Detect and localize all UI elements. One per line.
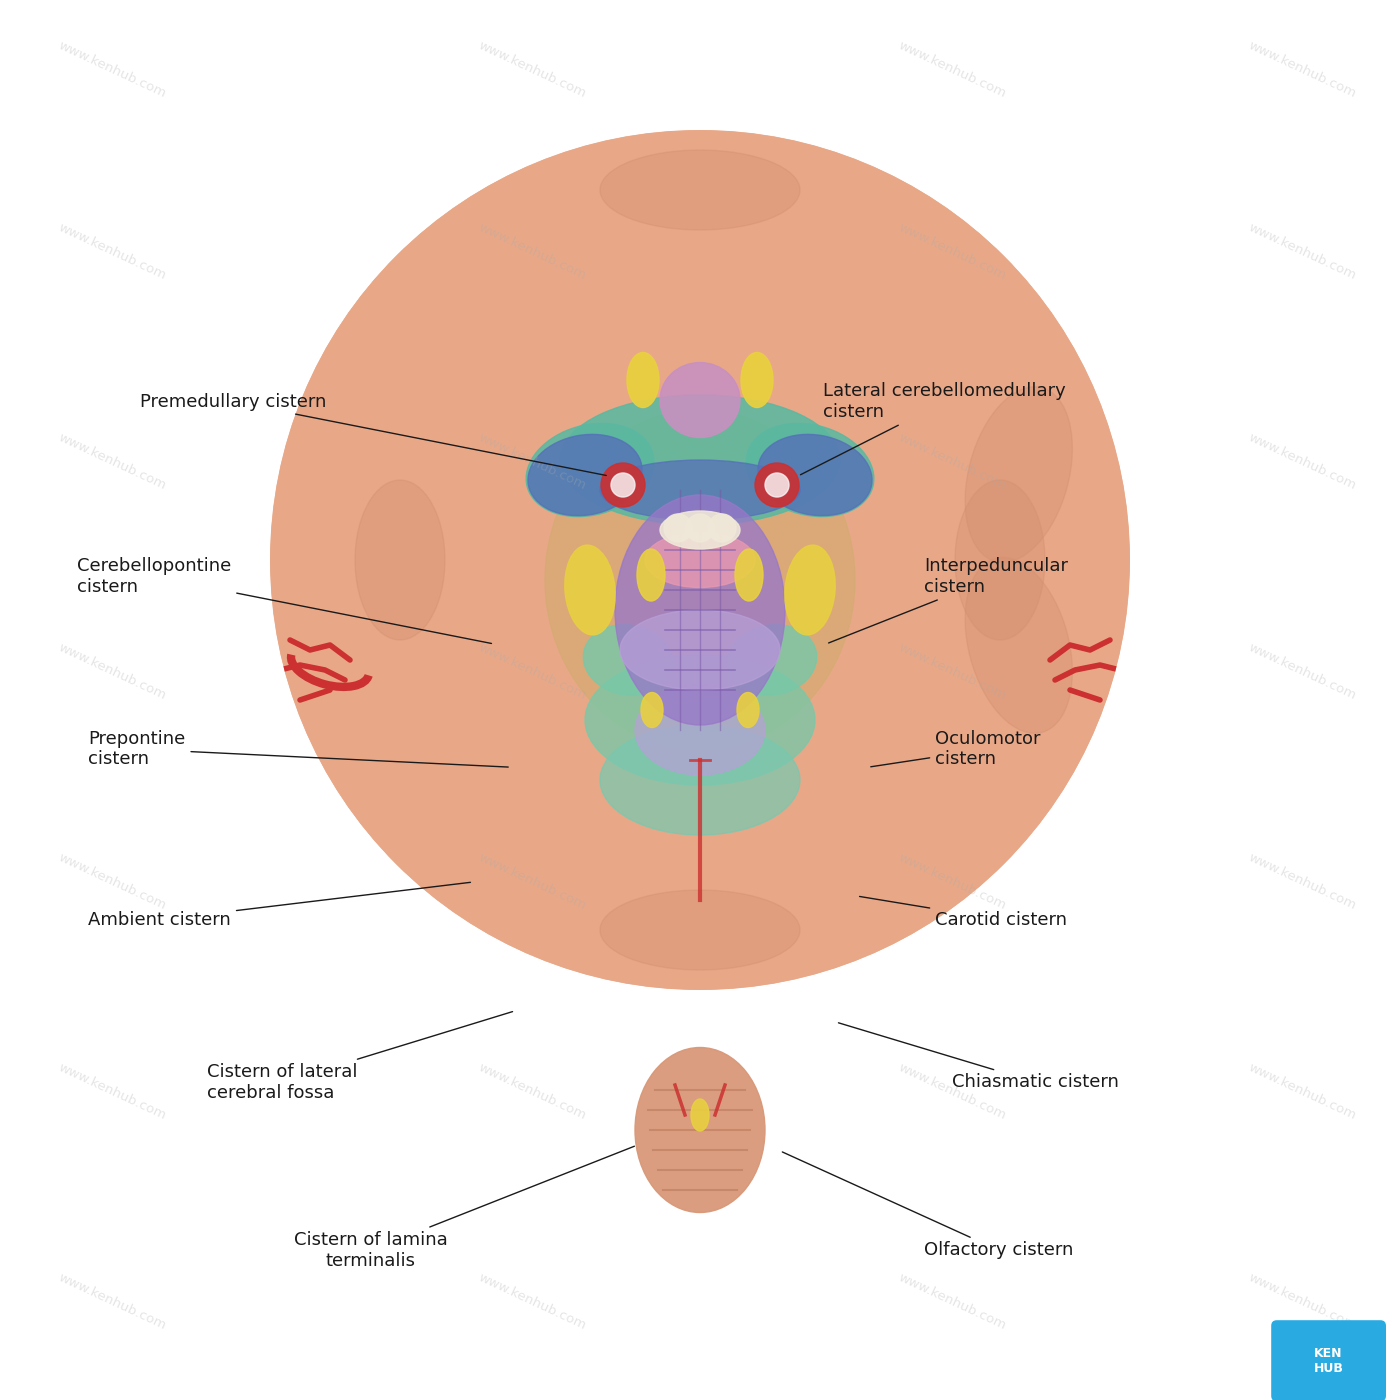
Ellipse shape xyxy=(620,610,780,690)
Ellipse shape xyxy=(736,693,759,728)
Circle shape xyxy=(708,514,736,542)
Ellipse shape xyxy=(528,434,643,515)
Text: www.kenhub.com: www.kenhub.com xyxy=(1246,39,1358,101)
Text: www.kenhub.com: www.kenhub.com xyxy=(896,221,1008,283)
Text: www.kenhub.com: www.kenhub.com xyxy=(56,39,168,101)
Ellipse shape xyxy=(637,549,665,601)
Text: Cistern of lateral
cerebral fossa: Cistern of lateral cerebral fossa xyxy=(207,1012,512,1102)
Ellipse shape xyxy=(955,480,1044,640)
Text: www.kenhub.com: www.kenhub.com xyxy=(56,1271,168,1333)
Ellipse shape xyxy=(601,890,799,970)
Text: www.kenhub.com: www.kenhub.com xyxy=(1246,221,1358,283)
Text: Ambient cistern: Ambient cistern xyxy=(88,882,470,928)
Text: www.kenhub.com: www.kenhub.com xyxy=(896,39,1008,101)
Ellipse shape xyxy=(659,363,741,437)
Ellipse shape xyxy=(564,545,615,634)
Text: Lateral cerebellomedullary
cistern: Lateral cerebellomedullary cistern xyxy=(801,382,1065,475)
Text: www.kenhub.com: www.kenhub.com xyxy=(56,221,168,283)
Ellipse shape xyxy=(356,480,445,640)
Text: www.kenhub.com: www.kenhub.com xyxy=(56,1061,168,1123)
Circle shape xyxy=(686,514,714,542)
Text: Oculomotor
cistern: Oculomotor cistern xyxy=(871,729,1040,769)
Ellipse shape xyxy=(601,725,799,834)
Text: KEN
HUB: KEN HUB xyxy=(1313,1347,1344,1375)
Text: www.kenhub.com: www.kenhub.com xyxy=(476,431,588,493)
Ellipse shape xyxy=(757,434,872,515)
Ellipse shape xyxy=(645,532,755,588)
Text: Premedullary cistern: Premedullary cistern xyxy=(140,393,606,476)
Ellipse shape xyxy=(641,693,664,728)
Text: Prepontine
cistern: Prepontine cistern xyxy=(88,729,508,769)
Ellipse shape xyxy=(746,423,874,517)
Text: Carotid cistern: Carotid cistern xyxy=(860,896,1067,928)
Text: www.kenhub.com: www.kenhub.com xyxy=(1246,431,1358,493)
FancyBboxPatch shape xyxy=(1271,1320,1386,1400)
Ellipse shape xyxy=(636,685,764,776)
Text: Chiasmatic cistern: Chiasmatic cistern xyxy=(839,1023,1119,1091)
Text: www.kenhub.com: www.kenhub.com xyxy=(896,1061,1008,1123)
Ellipse shape xyxy=(965,386,1072,563)
Text: www.kenhub.com: www.kenhub.com xyxy=(896,431,1008,493)
Text: www.kenhub.com: www.kenhub.com xyxy=(896,851,1008,913)
Text: Cistern of lamina
terminalis: Cistern of lamina terminalis xyxy=(294,1147,634,1270)
Circle shape xyxy=(755,463,799,507)
Text: www.kenhub.com: www.kenhub.com xyxy=(476,39,588,101)
Ellipse shape xyxy=(735,549,763,601)
Text: www.kenhub.com: www.kenhub.com xyxy=(56,431,168,493)
Ellipse shape xyxy=(560,395,840,525)
Text: www.kenhub.com: www.kenhub.com xyxy=(56,641,168,703)
Ellipse shape xyxy=(585,655,815,785)
Ellipse shape xyxy=(727,624,816,696)
Ellipse shape xyxy=(601,461,799,519)
Circle shape xyxy=(610,473,636,497)
Text: Cerebellopontine
cistern: Cerebellopontine cistern xyxy=(77,557,491,644)
Ellipse shape xyxy=(659,511,741,549)
Text: Olfactory cistern: Olfactory cistern xyxy=(783,1152,1074,1259)
Text: www.kenhub.com: www.kenhub.com xyxy=(1246,641,1358,703)
Text: Interpeduncular
cistern: Interpeduncular cistern xyxy=(829,557,1068,643)
Ellipse shape xyxy=(601,150,799,230)
Ellipse shape xyxy=(785,545,836,634)
Ellipse shape xyxy=(741,353,773,407)
Text: www.kenhub.com: www.kenhub.com xyxy=(476,1271,588,1333)
Circle shape xyxy=(664,514,692,542)
Text: www.kenhub.com: www.kenhub.com xyxy=(476,221,588,283)
Ellipse shape xyxy=(636,1047,764,1212)
Circle shape xyxy=(601,463,645,507)
Text: www.kenhub.com: www.kenhub.com xyxy=(56,851,168,913)
Circle shape xyxy=(764,473,790,497)
Circle shape xyxy=(270,130,1130,990)
Ellipse shape xyxy=(692,1099,708,1131)
Text: www.kenhub.com: www.kenhub.com xyxy=(1246,1271,1358,1333)
Text: www.kenhub.com: www.kenhub.com xyxy=(896,641,1008,703)
Text: www.kenhub.com: www.kenhub.com xyxy=(1246,851,1358,913)
Ellipse shape xyxy=(545,410,855,750)
Text: www.kenhub.com: www.kenhub.com xyxy=(896,1271,1008,1333)
Ellipse shape xyxy=(526,423,654,517)
Ellipse shape xyxy=(584,624,673,696)
Text: www.kenhub.com: www.kenhub.com xyxy=(476,851,588,913)
Text: www.kenhub.com: www.kenhub.com xyxy=(1246,1061,1358,1123)
Ellipse shape xyxy=(627,353,659,407)
Text: www.kenhub.com: www.kenhub.com xyxy=(476,641,588,703)
Ellipse shape xyxy=(965,557,1072,734)
Ellipse shape xyxy=(615,496,785,725)
Text: www.kenhub.com: www.kenhub.com xyxy=(476,1061,588,1123)
